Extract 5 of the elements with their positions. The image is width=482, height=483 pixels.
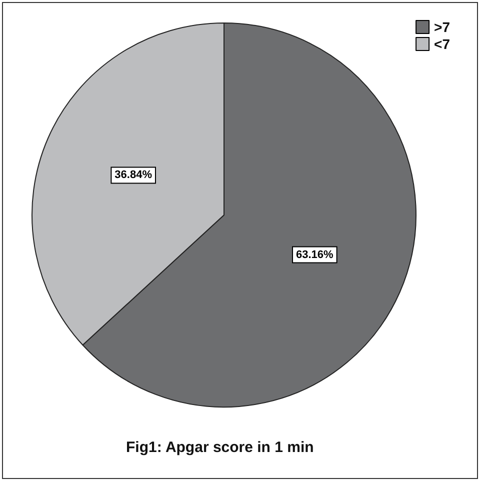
legend-label: <7 [434,36,450,52]
data-label: 63.16% [296,248,334,261]
data-label: 36.84% [114,169,152,182]
legend-label: >7 [434,19,450,35]
text: Fig1: Apgar score in 1 min [126,439,314,456]
